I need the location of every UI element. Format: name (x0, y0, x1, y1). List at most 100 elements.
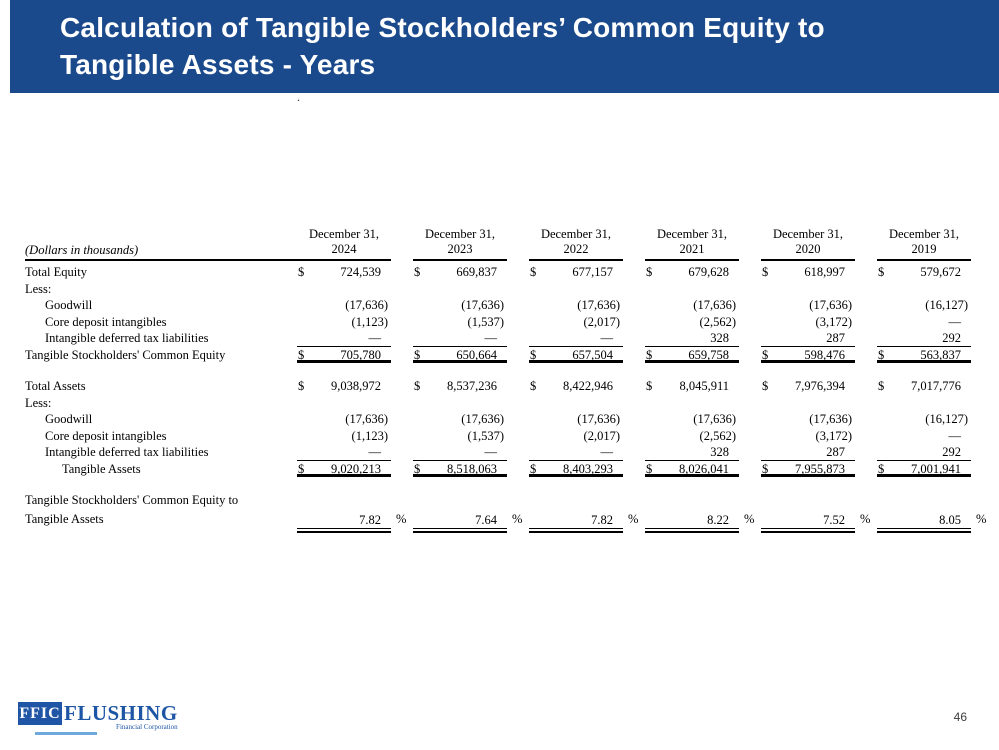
slide-title-line1: Calculation of Tangible Stockholders’ Co… (60, 12, 825, 43)
percent-cell (391, 314, 413, 331)
cell-value: (17,636) (645, 297, 739, 314)
dollar-sign: $ (646, 347, 653, 362)
percent-cell (855, 461, 877, 478)
cell-value: $9,038,972 (297, 378, 391, 395)
percent-cell (391, 264, 413, 281)
dollar-sign: $ (878, 379, 885, 393)
cell-number: 8,422,946 (563, 379, 613, 393)
cell-number: (17,636) (345, 412, 388, 426)
cell-value: $679,628 (645, 264, 739, 281)
row-label: Total Assets (25, 379, 86, 393)
cell-number: (2,562) (699, 428, 736, 443)
cell-number: 328 (710, 331, 729, 345)
table-row: Core deposit intangibles (1,123) (1,537) (2… (25, 428, 993, 445)
percent-cell (971, 411, 993, 428)
cell-number: 9,038,972 (331, 379, 381, 393)
cell-number: 563,837 (920, 347, 961, 362)
cell-value: (17,636) (645, 411, 739, 428)
table-row (25, 363, 993, 378)
cell-number: 650,664 (456, 347, 497, 362)
table-row: Tangible Assets 7.82% 7.64% 7.82% 8.22% 7.52%… (25, 509, 993, 533)
percent-cell: % (628, 511, 639, 526)
percent-cell (739, 297, 761, 314)
cell-number: (17,636) (461, 298, 504, 312)
logo-accent-bar (35, 732, 97, 735)
cell-value: (17,636) (761, 297, 855, 314)
column-header: December 31, 2019 (877, 227, 971, 261)
percent-cell (971, 314, 993, 331)
cell-number: (17,636) (693, 298, 736, 312)
percent-cell (855, 297, 877, 314)
cell-number: 8,045,911 (679, 379, 729, 393)
cell-number: (16,127) (925, 298, 968, 312)
cell-value: 292 (877, 330, 971, 347)
row-label: Less: (25, 281, 52, 296)
percent-cell (391, 411, 413, 428)
cell-value: — (297, 330, 391, 347)
cell-number: 8,403,293 (563, 461, 613, 476)
company-logo: FFIC FLUSHING Financial Corporation (18, 702, 178, 735)
cell-number: 579,672 (920, 265, 961, 279)
cell-number: 287 (826, 445, 845, 459)
dollar-sign: $ (530, 347, 537, 362)
column-header: December 31, 2022 (529, 227, 623, 261)
column-header: December 31, 2021 (645, 227, 739, 261)
percent-cell (391, 378, 413, 395)
column-header: December 31, 2020 (761, 227, 855, 261)
column-header-line1: December 31, (888, 227, 960, 241)
cell-number: 657,504 (572, 347, 613, 362)
cell-value: $724,539 (297, 264, 391, 281)
cell-number: 7.64 (413, 512, 507, 529)
cell-number: (1,123) (351, 314, 388, 329)
percent-cell (391, 347, 413, 364)
percent-cell (971, 330, 993, 347)
column-header-line2: 2024 (331, 242, 357, 256)
cell-value: $8,422,946 (529, 378, 623, 395)
percent-cell (971, 297, 993, 314)
cell-value: $7,001,941 (877, 461, 971, 477)
table-row: Total Assets $9,038,972 $8,537,236 $8,422,9… (25, 378, 993, 395)
cell-value: (2,562) (645, 314, 739, 331)
percent-cell (507, 297, 529, 314)
cell-value: (17,636) (413, 297, 507, 314)
cell-value: (17,636) (529, 411, 623, 428)
cell-value: 7.82 (297, 512, 391, 533)
percent-cell (739, 264, 761, 281)
header-banner: Calculation of Tangible Stockholders’ Co… (10, 0, 999, 93)
dollar-sign: $ (414, 461, 421, 476)
cell-number: (1,537) (467, 428, 504, 443)
dollar-sign: $ (298, 347, 305, 362)
cell-value: 7.64 (413, 512, 507, 533)
slide-title: Calculation of Tangible Stockholders’ Co… (10, 0, 999, 83)
cell-value: — (413, 330, 507, 347)
cell-number: 659,758 (688, 347, 729, 362)
row-label: Tangible Assets (25, 511, 104, 526)
cell-number: 669,837 (456, 265, 497, 279)
cell-number: (2,562) (699, 314, 736, 329)
cell-number: — (484, 445, 498, 459)
cell-value: 8.05 (877, 512, 971, 533)
cell-value: (1,123) (297, 428, 391, 445)
cell-value: $618,997 (761, 264, 855, 281)
cell-number: 8.22 (645, 512, 739, 529)
cell-value: (1,123) (297, 314, 391, 331)
cell-value: (2,017) (529, 428, 623, 445)
dollar-sign: $ (646, 461, 653, 476)
cell-number: (1,537) (467, 314, 504, 329)
percent-cell (855, 347, 877, 364)
dollar-sign: $ (878, 265, 885, 279)
table-row: Tangible Stockholders' Common Equity to (25, 492, 993, 509)
cell-value: $8,518,063 (413, 461, 507, 477)
cell-value: (1,537) (413, 428, 507, 445)
cell-value: (2,017) (529, 314, 623, 331)
cell-value: $9,020,213 (297, 461, 391, 477)
percent-cell (391, 461, 413, 478)
cell-value: 8.22 (645, 512, 739, 533)
percent-cell (971, 378, 993, 395)
cell-number: — (948, 314, 962, 329)
table-row: Core deposit intangibles (1,123) (1,537) (2… (25, 314, 993, 331)
cell-value: — (877, 428, 971, 445)
dollar-sign: $ (878, 461, 885, 476)
cell-number: (17,636) (693, 412, 736, 426)
cell-number: 7,001,941 (911, 461, 961, 476)
